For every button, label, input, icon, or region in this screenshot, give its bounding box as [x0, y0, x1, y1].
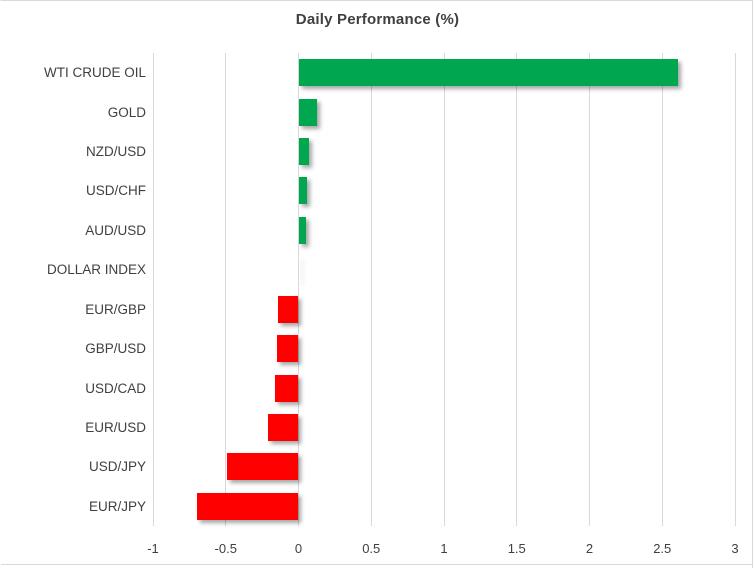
- category-label-eur-gbp: EUR/GBP: [85, 301, 146, 317]
- chart-title: Daily Performance (%): [295, 11, 460, 28]
- bar-usd-jpy: [227, 453, 299, 481]
- category-label-nzd-usd: NZD/USD: [86, 144, 146, 160]
- gridline: [370, 53, 372, 526]
- gridline: [152, 53, 154, 526]
- category-label-usd-chf: USD/CHF: [86, 183, 146, 199]
- chart-bottom-border: [1, 564, 752, 565]
- bar-usd-cad: [275, 374, 299, 402]
- gridline: [516, 53, 518, 526]
- category-label-usd-jpy: USD/JPY: [88, 459, 146, 475]
- bar-gbp-usd: [276, 335, 299, 363]
- bar-wti-crude-oil: [298, 59, 679, 87]
- bar-nzd-usd: [298, 138, 309, 166]
- gridline: [661, 53, 663, 526]
- category-label-usd-cad: USD/CAD: [85, 380, 146, 396]
- x-tick-label: 0: [294, 541, 303, 556]
- gridline: [589, 53, 590, 526]
- x-tick-label: 3: [731, 541, 739, 556]
- gridline: [734, 53, 736, 526]
- x-tick-label: 2: [585, 541, 594, 556]
- x-tick-label: -1: [147, 541, 159, 556]
- bar-eur-gbp: [278, 295, 299, 323]
- category-label-eur-usd: EUR/USD: [85, 419, 146, 435]
- x-tick-label: 1: [440, 541, 448, 556]
- bar-gold: [298, 98, 318, 126]
- gridline: [443, 53, 445, 526]
- x-tick-label: 2.5: [653, 541, 672, 556]
- gridline: [225, 53, 227, 526]
- bar-aud-usd: [298, 216, 306, 244]
- category-label-gold: GOLD: [107, 104, 146, 120]
- category-label-eur-jpy: EUR/JPY: [88, 498, 146, 514]
- bar-eur-jpy: [196, 492, 299, 520]
- x-tick-label: 1.5: [507, 541, 526, 556]
- category-label-aud-usd: AUD/USD: [85, 222, 146, 238]
- category-label-gbp-usd: GBP/USD: [85, 341, 146, 357]
- axis-zero-line: [298, 53, 299, 526]
- x-tick-label: -0.5: [214, 541, 237, 556]
- category-label-wti-crude-oil: WTI CRUDE OIL: [43, 65, 146, 81]
- bar-eur-usd: [267, 413, 299, 441]
- bar-dollar-index: [299, 256, 300, 283]
- bar-usd-chf: [298, 177, 308, 205]
- x-tick-label: 0.5: [362, 541, 381, 556]
- category-label-dollar-index: DOLLAR INDEX: [46, 262, 146, 278]
